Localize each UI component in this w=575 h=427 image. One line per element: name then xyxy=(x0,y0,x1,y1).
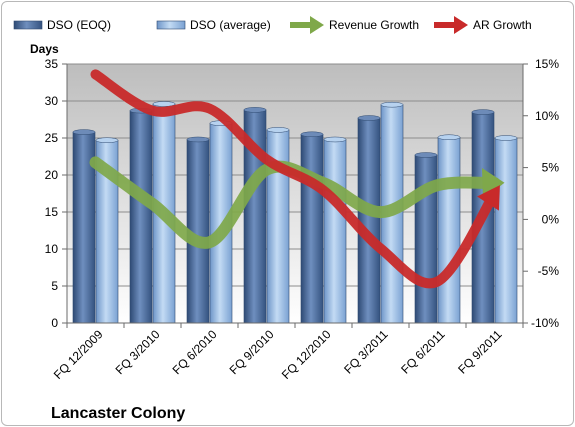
legend-label: DSO (EOQ) xyxy=(47,18,111,32)
x-tick-label: FQ 3/2010 xyxy=(113,327,163,377)
x-tick-label: FQ 6/2011 xyxy=(398,327,448,377)
legend-item-revenue-growth: Revenue Growth xyxy=(290,16,419,34)
x-axis: FQ 12/2009 FQ 3/2010 FQ 6/2010 FQ 9/2010 FQ … xyxy=(51,322,524,382)
x-tick-label: FQ 12/2009 xyxy=(51,327,106,382)
growth-lines xyxy=(89,69,505,289)
legend-label: Revenue Growth xyxy=(329,18,419,32)
legend-item-ar-growth: AR Growth xyxy=(434,16,532,34)
y-axis-title: Days xyxy=(30,42,59,56)
legend-swatch xyxy=(13,20,43,30)
x-tick-label: FQ 9/2010 xyxy=(227,327,277,377)
x-tick-label: FQ 6/2010 xyxy=(170,327,220,377)
y-tick-label: 0 xyxy=(51,316,58,330)
y2-tick-label: -5% xyxy=(538,264,560,278)
y-tick-label: 10 xyxy=(45,242,59,256)
y-axis-left: 0 5 10 15 20 25 30 35 xyxy=(45,57,68,330)
bar-top xyxy=(243,107,267,113)
y2-tick-label: 0% xyxy=(542,212,560,226)
legend: DSO (EOQ) DSO (average) Revenue Growth AR G… xyxy=(13,16,532,34)
x-tick-label: FQ 12/2010 xyxy=(279,327,334,382)
legend-item-dso-average-: DSO (average) xyxy=(156,18,271,32)
y-tick-label: 25 xyxy=(45,131,59,145)
y-tick-label: 30 xyxy=(45,94,59,108)
bar-top xyxy=(357,115,381,121)
bar-dso-average xyxy=(494,137,518,324)
legend-arrowhead xyxy=(310,16,324,34)
y2-tick-label: 10% xyxy=(535,109,559,123)
legend-arrowhead xyxy=(454,16,468,34)
bar-dso-eoq xyxy=(357,117,381,324)
bar-top xyxy=(494,135,518,141)
x-tick-label: FQ 3/2011 xyxy=(341,327,391,377)
bar-top xyxy=(380,101,404,108)
ar-growth-arrowhead xyxy=(477,185,500,211)
legend-item-dso-eoq-: DSO (EOQ) xyxy=(13,18,111,32)
y2-tick-label: 15% xyxy=(535,57,559,71)
y-tick-label: 5 xyxy=(51,279,58,293)
ar-growth-line xyxy=(90,69,500,289)
bar-top xyxy=(95,137,119,143)
y-axis-right: -10% -5% 0% 5% 10% 15% xyxy=(522,57,560,330)
bar-top xyxy=(266,127,290,133)
bar-dso-average xyxy=(437,136,461,324)
legend-label: DSO (average) xyxy=(190,18,271,32)
legend-label: AR Growth xyxy=(473,18,532,32)
bar-top xyxy=(300,131,324,138)
y2-tick-label: 5% xyxy=(542,161,560,175)
company-name: Lancaster Colony xyxy=(51,405,185,422)
bar-dso-eoq xyxy=(300,134,324,324)
bar-top xyxy=(323,136,347,143)
bar-top xyxy=(437,134,461,141)
bar-top xyxy=(414,152,438,158)
bar-top xyxy=(72,129,96,135)
x-tick-label: FQ 9/2011 xyxy=(455,327,505,377)
y-tick-label: 20 xyxy=(45,168,59,182)
y2-tick-label: -10% xyxy=(531,316,559,330)
y-tick-label: 35 xyxy=(45,57,59,71)
bar-top xyxy=(152,101,176,107)
bar-dso-average xyxy=(323,139,347,324)
bar-top xyxy=(471,109,495,115)
bar-dso-eoq xyxy=(129,110,153,324)
legend-swatch xyxy=(156,20,186,30)
y-tick-label: 15 xyxy=(45,205,59,219)
bar-top xyxy=(186,136,210,143)
